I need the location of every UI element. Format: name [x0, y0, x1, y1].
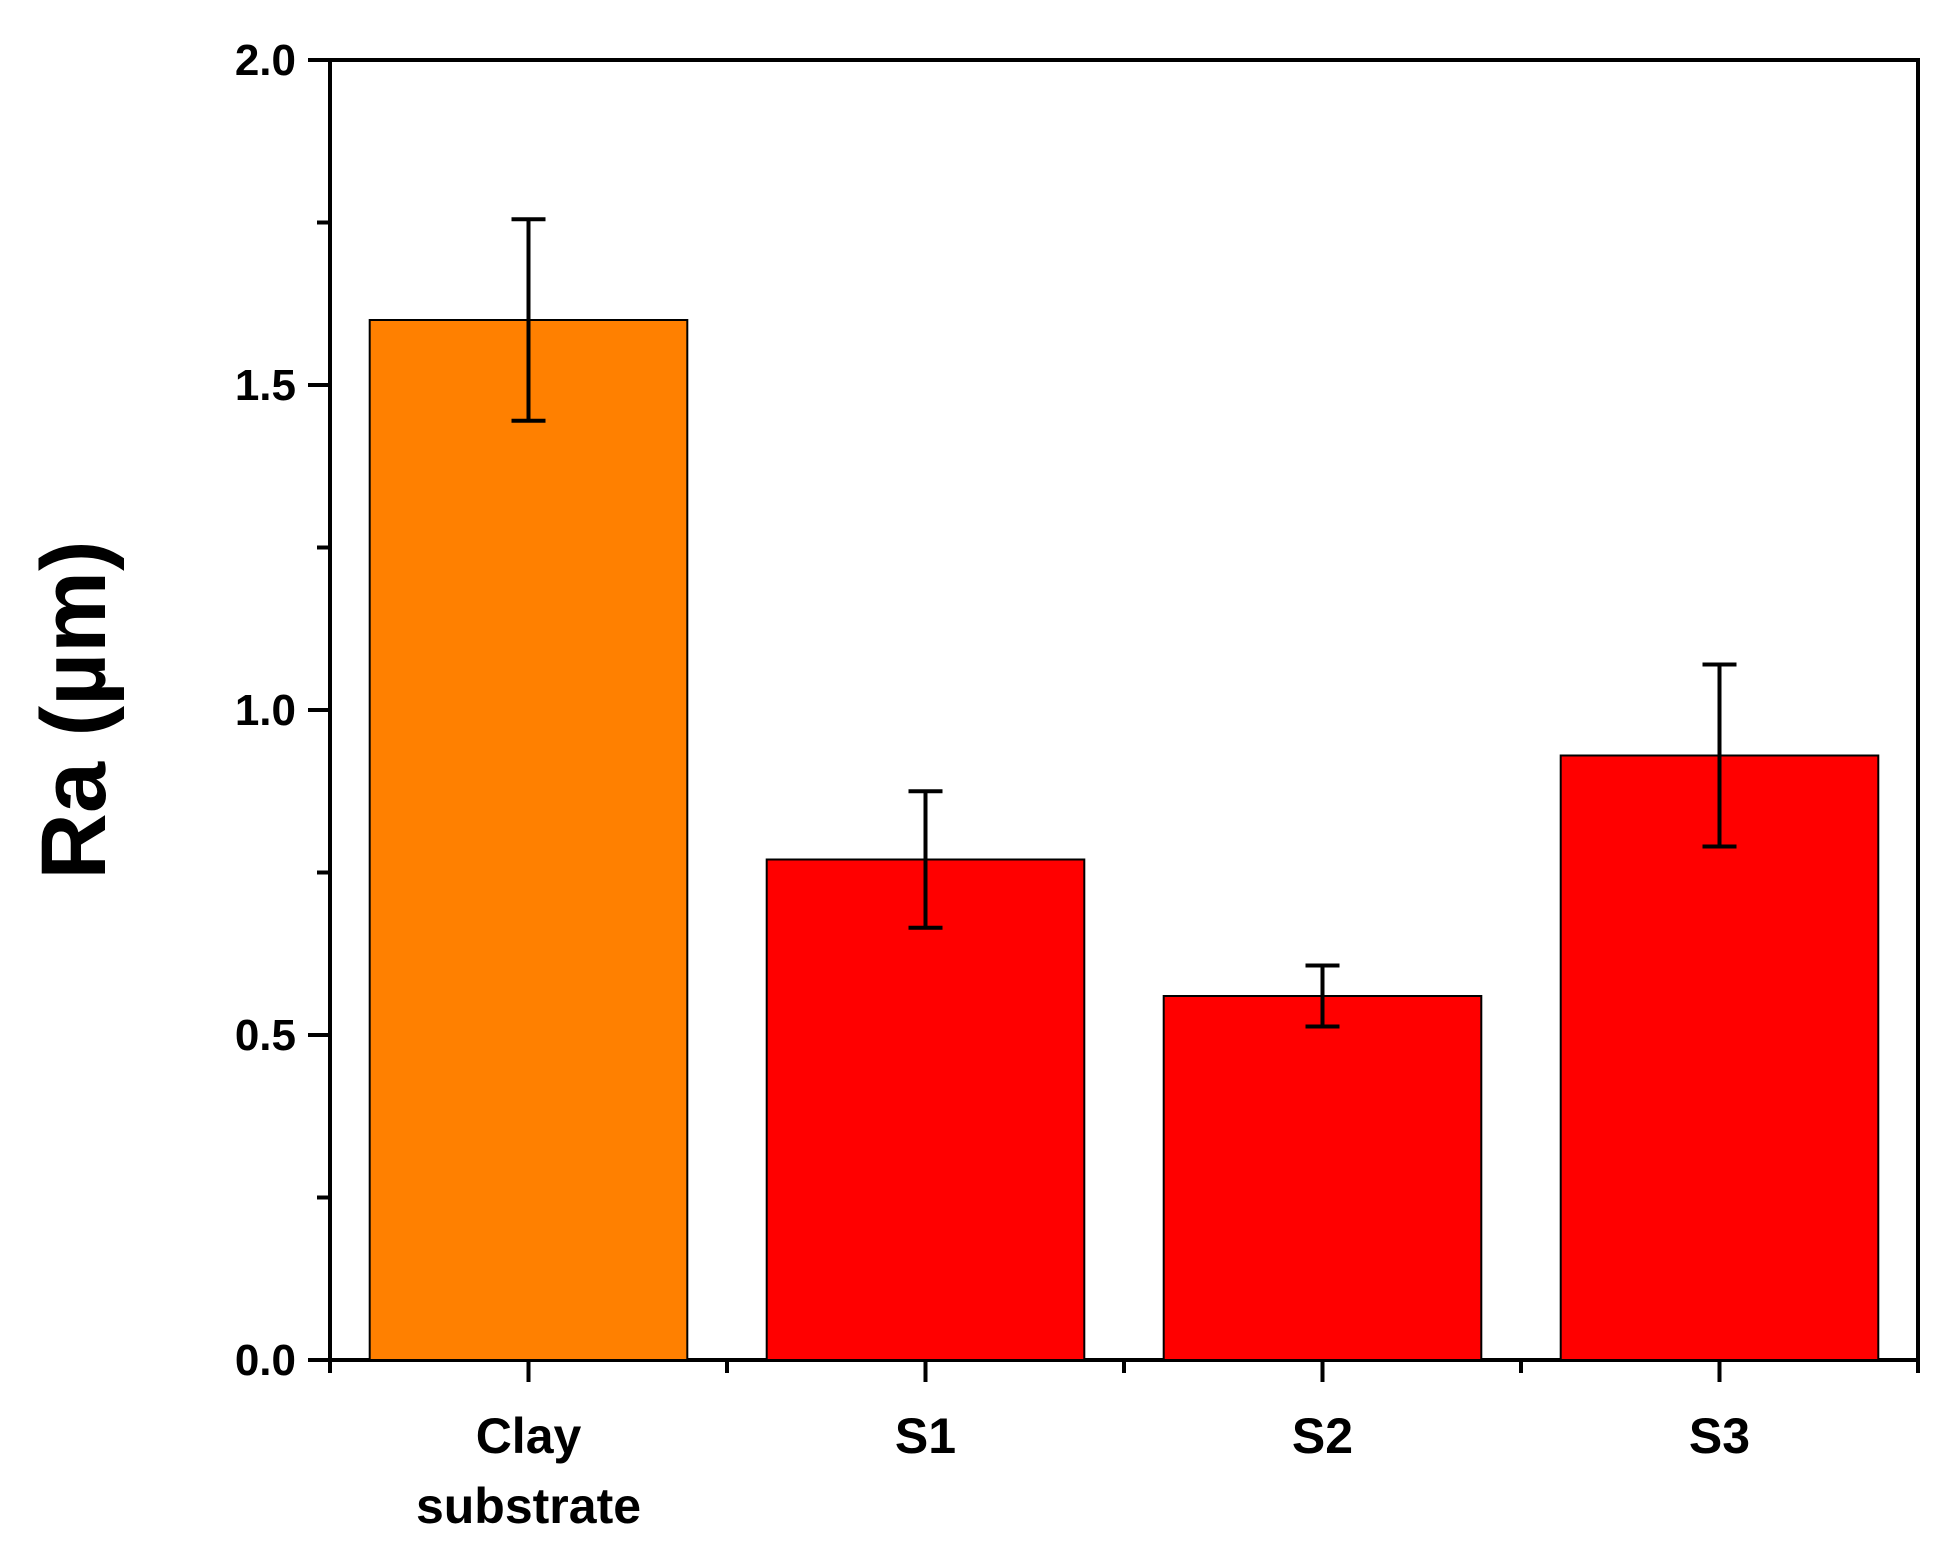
y-tick-label-1: 0.5	[235, 1011, 296, 1060]
y-axis-title: Ra (µm)	[23, 540, 125, 879]
y-tick-label-0: 0.0	[235, 1336, 296, 1385]
x-tick-label-3-0: S3	[1689, 1408, 1750, 1464]
bar-2	[1162, 995, 1483, 1361]
y-tick-label-3: 1.5	[235, 361, 296, 410]
ticks-layer	[308, 58, 1920, 1382]
x-tick-label-0-0: Clay	[476, 1408, 582, 1464]
bar-0	[368, 319, 689, 1361]
y-tick-label-2: 1.0	[235, 686, 296, 735]
x-tick-label-2-0: S2	[1292, 1408, 1353, 1464]
error-bars-layer	[511, 217, 1737, 1029]
y-tick-label-4: 2.0	[235, 36, 296, 85]
bars-layer	[368, 319, 1880, 1361]
x-tick-label-1-0: S1	[895, 1408, 956, 1464]
bar-1	[765, 858, 1086, 1361]
x-tick-label-0-1: substrate	[416, 1478, 641, 1534]
labels-layer: 0.0 0.5 1.0 1.5 2.0 Clay substrate S1 S2 S3	[235, 36, 1750, 1534]
